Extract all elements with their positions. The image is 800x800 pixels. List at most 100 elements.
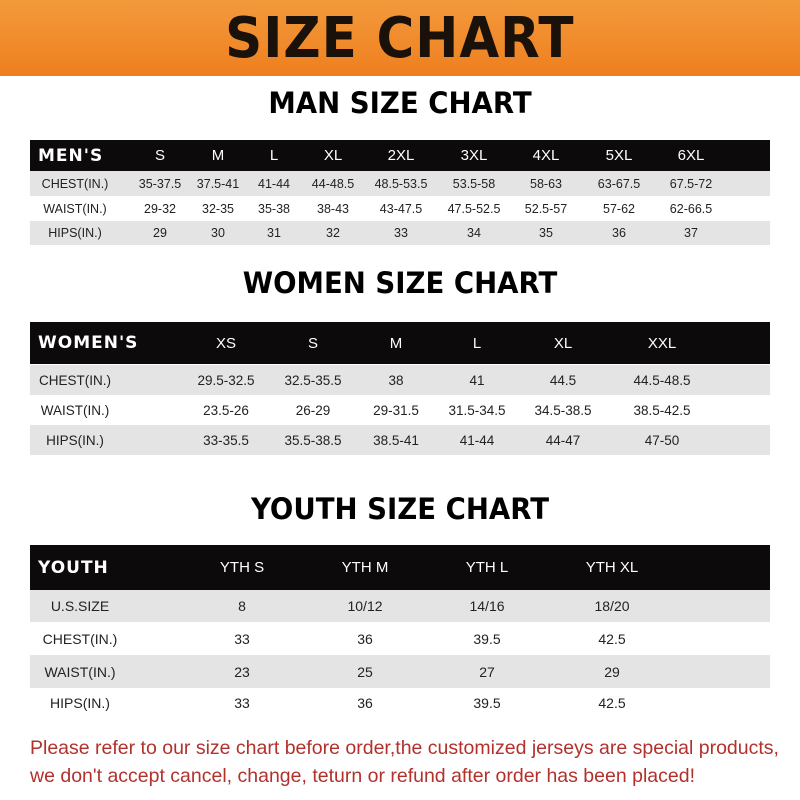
table-header-row: YOUTH YTH S YTH M YTH L YTH XL	[30, 545, 770, 590]
measurement-cell: 43-47.5	[379, 201, 423, 216]
measurement-cell: 38	[388, 372, 404, 388]
measurement-cell: 31.5-34.5	[448, 402, 506, 418]
size-header-cell: XL	[323, 147, 343, 164]
row-label: HIPS(IN.)	[46, 432, 104, 448]
row-label: CHEST(IN.)	[41, 176, 109, 191]
size-header-cell: M	[211, 147, 225, 164]
measurement-cell: 33	[394, 226, 408, 240]
measurement-cell: 44.5-48.5	[633, 372, 691, 388]
measurement-cell: 47-50	[644, 432, 680, 448]
size-header-cell: 3XL	[460, 147, 488, 164]
table-header-row: MEN'S S M L XL 2XL 3XL 4XL 5XL 6XL	[30, 140, 770, 171]
measurement-cell: 57-62	[603, 201, 635, 216]
measurement-cell: 33	[234, 695, 250, 711]
table-row: CHEST(IN.) 33 36 39.5 42.5	[30, 622, 770, 655]
table-row: WAIST(IN.) 23.5-26 26-29 29-31.5 31.5-34.5 34…	[30, 395, 770, 425]
measurement-cell: 63-67.5	[597, 176, 641, 191]
measurement-cell: 33-35.5	[203, 432, 249, 448]
measurement-cell: 14/16	[469, 598, 505, 614]
size-header-cell: S	[307, 334, 319, 352]
measurement-cell: 58-63	[530, 176, 562, 191]
measurement-cell: 27	[479, 663, 495, 680]
size-header-cell: L	[269, 147, 279, 164]
size-header-cell: 6XL	[677, 147, 705, 164]
measurement-cell: 48.5-53.5	[374, 176, 428, 191]
measurement-cell: 25	[357, 663, 373, 680]
measurement-cell: 37	[684, 226, 698, 240]
measurement-cell: 33	[234, 630, 250, 647]
size-header-cell: YTH M	[341, 559, 389, 576]
size-header-cell: XS	[215, 334, 237, 352]
table-row: WAIST(IN.) 29-32 32-35 35-38 38-43 43-47.5 47.…	[30, 196, 770, 221]
measurement-cell: 26-29	[295, 402, 331, 418]
measurement-cell: 47.5-52.5	[447, 201, 501, 216]
measurement-cell: 35-37.5	[138, 176, 182, 191]
table-title-cell: MEN'S	[38, 145, 104, 166]
size-header-cell: YTH L	[465, 559, 509, 576]
measurement-cell: 39.5	[473, 695, 501, 711]
row-label: U.S.SIZE	[50, 598, 110, 614]
measurement-cell: 38.5-42.5	[633, 402, 691, 418]
table-title-cell: YOUTH	[38, 557, 109, 578]
row-label: HIPS(IN.)	[50, 695, 110, 711]
measurement-cell: 32-35	[202, 201, 234, 216]
measurement-cell: 35-38	[258, 201, 290, 216]
table-row: HIPS(IN.) 29 30 31 32 33 34 35 36 37	[30, 221, 770, 245]
size-header-cell: S	[154, 147, 166, 164]
row-label: WAIST(IN.)	[43, 201, 107, 216]
measurement-cell: 38-43	[317, 201, 349, 216]
row-label: WAIST(IN.)	[40, 402, 110, 418]
row-label: CHEST(IN.)	[42, 630, 118, 647]
table-title-cell: WOMEN'S	[38, 333, 139, 353]
banner-title: SIZE CHART	[225, 5, 575, 71]
measurement-cell: 39.5	[473, 630, 501, 647]
measurement-cell: 44.5	[549, 372, 577, 388]
measurement-cell: 32.5-35.5	[284, 372, 342, 388]
measurement-cell: 29	[604, 663, 620, 680]
measurement-cell: 53.5-58	[452, 176, 496, 191]
measurement-cell: 36	[357, 630, 373, 647]
table-header-row: WOMEN'S XS S M L XL XXL	[30, 322, 770, 364]
measurement-cell: 29-31.5	[373, 402, 419, 418]
measurement-cell: 34	[467, 226, 481, 240]
measurement-cell: 38.5-41	[373, 432, 419, 448]
measurement-cell: 44-47	[545, 432, 581, 448]
row-label: CHEST(IN.)	[39, 372, 111, 388]
size-header-cell: YTH S	[219, 559, 265, 576]
measurement-cell: 41-44	[459, 432, 495, 448]
size-header-cell: YTH XL	[585, 559, 639, 576]
row-label: HIPS(IN.)	[48, 226, 102, 240]
men-section-title: MAN SIZE CHART	[268, 86, 532, 120]
measurement-cell: 34.5-38.5	[534, 402, 592, 418]
table-row: CHEST(IN.) 29.5-32.5 32.5-35.5 38 41 44.5 44.5…	[30, 365, 770, 395]
measurement-cell: 29	[153, 226, 167, 240]
measurement-cell: 29-32	[144, 201, 176, 216]
measurement-cell: 52.5-57	[524, 201, 568, 216]
measurement-cell: 41-44	[258, 176, 290, 191]
women-section-title: WOMEN SIZE CHART	[242, 266, 558, 300]
measurement-cell: 35.5-38.5	[284, 432, 342, 448]
row-label: WAIST(IN.)	[44, 663, 116, 680]
measurement-cell: 8	[238, 598, 246, 614]
measurement-cell: 37.5-41	[196, 176, 240, 191]
measurement-cell: 42.5	[598, 695, 626, 711]
table-row: HIPS(IN.) 33 36 39.5 42.5	[30, 688, 770, 718]
measurement-cell: 31	[267, 226, 281, 240]
size-header-cell: L	[472, 334, 482, 352]
size-chart-banner: SIZE CHART	[0, 0, 800, 76]
table-row: WAIST(IN.) 23 25 27 29	[30, 655, 770, 688]
measurement-cell: 44-48.5	[311, 176, 355, 191]
size-header-cell: XXL	[647, 334, 677, 352]
measurement-cell: 18/20	[594, 598, 630, 614]
size-header-cell: XL	[553, 334, 573, 352]
measurement-cell: 42.5	[598, 630, 626, 647]
measurement-cell: 23.5-26	[203, 402, 249, 418]
measurement-cell: 32	[326, 226, 340, 240]
size-header-cell: 4XL	[532, 147, 560, 164]
measurement-cell: 36	[357, 695, 373, 711]
measurement-cell: 62-66.5	[669, 201, 713, 216]
notice-line-2: we don't accept cancel, change, teturn o…	[30, 765, 695, 787]
size-header-cell: 5XL	[605, 147, 633, 164]
measurement-cell: 30	[211, 226, 225, 240]
measurement-cell: 29.5-32.5	[197, 372, 255, 388]
